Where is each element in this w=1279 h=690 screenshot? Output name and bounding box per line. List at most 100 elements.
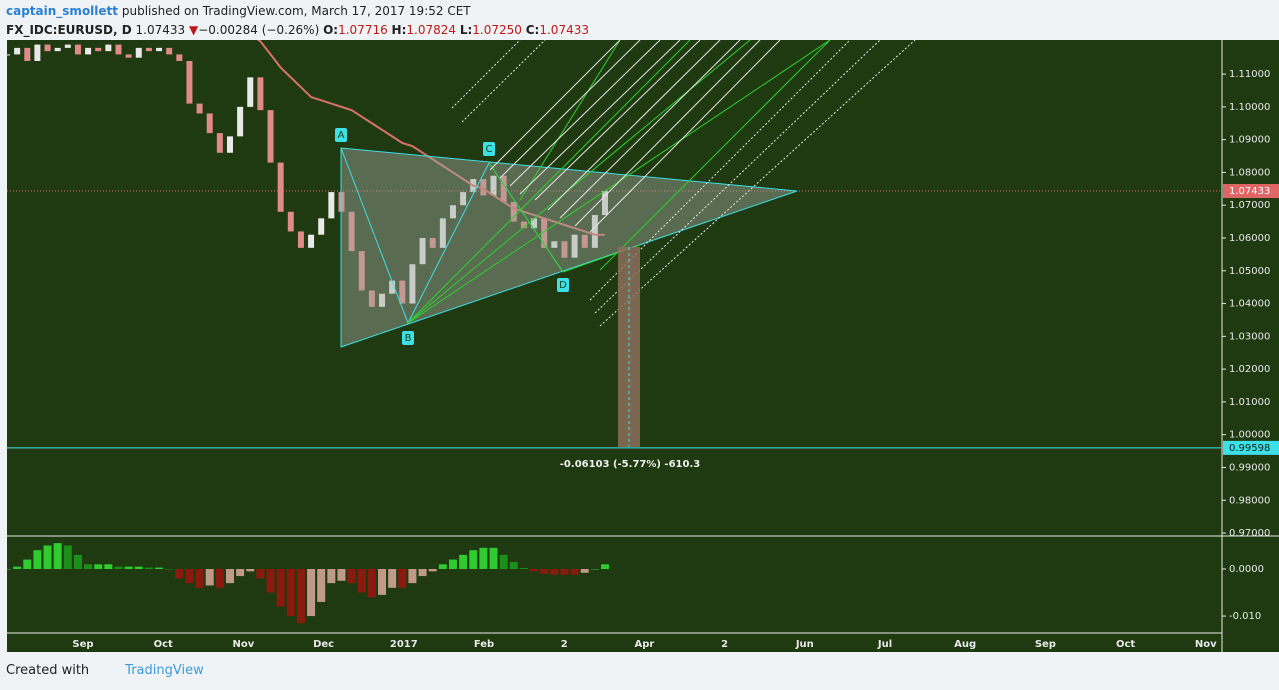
candle bbox=[145, 47, 152, 52]
candle bbox=[287, 211, 294, 232]
candle bbox=[439, 218, 446, 248]
candle bbox=[561, 241, 568, 258]
osc-bar bbox=[448, 559, 457, 569]
osc-bar bbox=[84, 564, 93, 569]
candle bbox=[115, 44, 122, 55]
point-label: C bbox=[486, 144, 493, 155]
osc-bar bbox=[560, 569, 569, 575]
osc-bar bbox=[7, 569, 11, 570]
ohlc-label: L: bbox=[459, 23, 473, 37]
candle bbox=[105, 44, 112, 52]
osc-bar bbox=[124, 566, 133, 569]
osc-bar bbox=[580, 569, 589, 573]
y-tick-label: 1.04000 bbox=[1229, 299, 1270, 310]
footer-brand[interactable]: TradingView bbox=[125, 663, 204, 678]
osc-bar bbox=[438, 564, 447, 569]
symbol: FX_IDC:EURUSD, D bbox=[6, 23, 132, 37]
footer-prefix: Created with bbox=[6, 663, 90, 678]
osc-bar bbox=[53, 543, 62, 569]
candle bbox=[409, 264, 416, 304]
candle bbox=[581, 234, 588, 248]
header-line-1: captain_smollett published on TradingVie… bbox=[6, 2, 589, 21]
osc-bar bbox=[388, 569, 397, 588]
candle bbox=[206, 113, 213, 134]
y-tick-label: 1.06000 bbox=[1229, 233, 1270, 244]
candle bbox=[389, 280, 396, 294]
osc-bar bbox=[175, 569, 184, 579]
point-badge bbox=[402, 331, 414, 345]
moving-average bbox=[256, 40, 605, 236]
author[interactable]: captain_smollett bbox=[6, 4, 119, 18]
candle bbox=[135, 47, 142, 58]
ohlc-label: H: bbox=[391, 23, 407, 37]
osc-tick-label: -0.010 bbox=[1229, 611, 1261, 622]
ohlc-value: 1.07824 bbox=[406, 23, 457, 37]
candle bbox=[520, 221, 527, 229]
candle bbox=[54, 47, 61, 52]
candle bbox=[571, 234, 578, 258]
osc-bar bbox=[246, 569, 255, 572]
osc-bar bbox=[33, 550, 42, 569]
osc-bar bbox=[266, 569, 275, 593]
candle bbox=[277, 162, 284, 212]
header: captain_smollett published on TradingVie… bbox=[6, 2, 589, 40]
oscillator-pane bbox=[7, 543, 609, 624]
plot-background bbox=[7, 40, 1222, 633]
price-badge-label: 1.07433 bbox=[1229, 186, 1270, 197]
osc-bar bbox=[286, 569, 295, 617]
last: 1.07433 bbox=[135, 23, 186, 37]
candle bbox=[358, 251, 365, 291]
candle bbox=[510, 201, 517, 222]
osc-bar bbox=[367, 569, 376, 598]
osc-bar bbox=[327, 569, 336, 584]
osc-bar bbox=[134, 566, 143, 569]
osc-bar bbox=[590, 569, 599, 570]
osc-bar bbox=[317, 569, 326, 602]
osc-bar bbox=[469, 550, 478, 569]
header-line-2: FX_IDC:EURUSD, D 1.07433 ▼−0.00284 (−0.2… bbox=[6, 21, 589, 40]
y-tick-label: 0.99000 bbox=[1229, 462, 1270, 473]
x-tick-label: Sep bbox=[1035, 639, 1056, 650]
osc-bar bbox=[185, 569, 194, 584]
candle bbox=[226, 136, 233, 153]
y-tick-label: 1.02000 bbox=[1229, 364, 1270, 375]
candle bbox=[7, 54, 10, 56]
ohlc-label: C: bbox=[525, 23, 540, 37]
osc-bar bbox=[519, 568, 528, 569]
arrow: ▼ bbox=[189, 23, 199, 37]
price-badge-label: 0.99598 bbox=[1229, 443, 1270, 454]
candle bbox=[74, 44, 81, 55]
x-tick-label: Jun bbox=[795, 639, 814, 650]
candle bbox=[602, 191, 608, 216]
osc-bar bbox=[195, 569, 204, 588]
axes: 1.11000 1.10000 1.09000 1.08000 1.07000 1.060… bbox=[72, 69, 1279, 650]
y-tick-label: 1.10000 bbox=[1229, 102, 1270, 113]
candle bbox=[308, 234, 315, 248]
x-tick-label: Nov bbox=[233, 639, 255, 650]
y-tick-label: 0.97000 bbox=[1229, 528, 1270, 539]
candle bbox=[186, 60, 193, 104]
candle bbox=[541, 218, 548, 248]
x-tick-label: Feb bbox=[474, 639, 494, 650]
osc-bar bbox=[489, 547, 498, 569]
osc-bar bbox=[499, 554, 508, 569]
osc-bar bbox=[276, 569, 285, 607]
osc-bar bbox=[104, 564, 113, 569]
osc-tick-label: 0.0000 bbox=[1229, 564, 1264, 575]
point-badge bbox=[483, 142, 495, 156]
candle bbox=[429, 238, 436, 248]
candle bbox=[490, 175, 497, 196]
osc-bar bbox=[509, 561, 518, 569]
point-label: D bbox=[559, 280, 567, 291]
osc-bar bbox=[408, 569, 417, 584]
osc-bar bbox=[155, 567, 164, 569]
osc-bar bbox=[256, 569, 265, 579]
fib-channel bbox=[489, 40, 781, 233]
x-tick-label: Oct bbox=[154, 639, 173, 650]
candle bbox=[297, 231, 304, 248]
candle bbox=[14, 47, 21, 55]
candle bbox=[318, 218, 325, 235]
candle bbox=[531, 218, 538, 229]
x-tick-label: 2 bbox=[721, 639, 728, 650]
osc-bar bbox=[205, 569, 214, 586]
